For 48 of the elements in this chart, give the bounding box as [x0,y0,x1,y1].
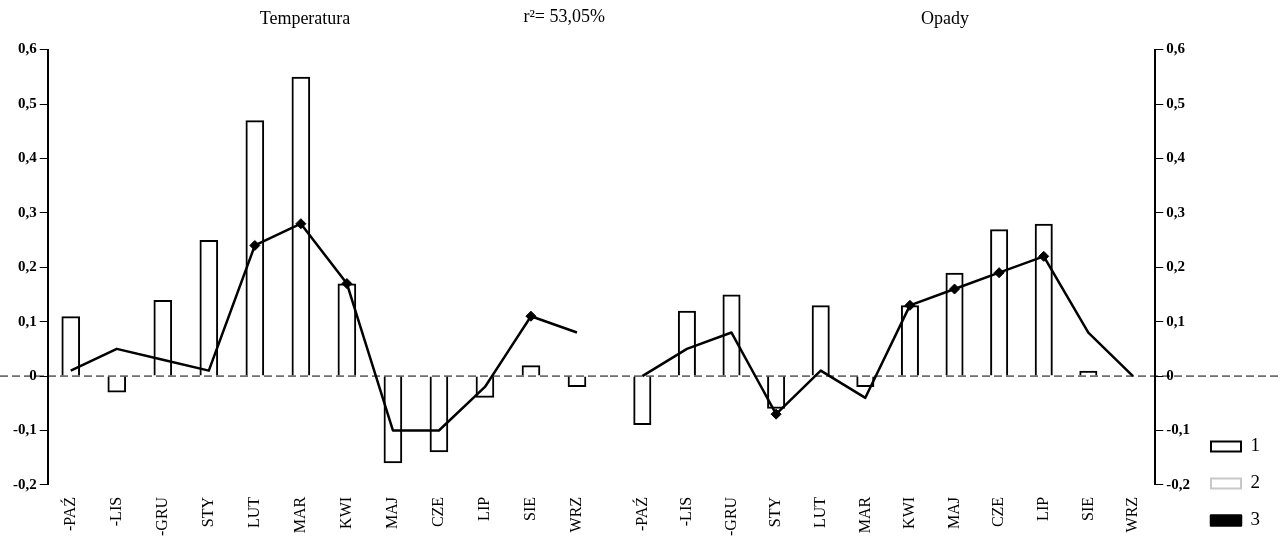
x-tick-label: -GRU [153,496,170,536]
y-tick-label: 0 [29,366,37,383]
y-tick-label: 0,2 [1166,258,1185,275]
x-tick-label: KWI [900,496,918,529]
y-tick-label: -0,1 [1166,421,1190,438]
x-tick-label: STY [199,496,217,528]
x-tick-label: CZE [429,496,447,528]
x-tick-label: LUT [245,496,263,528]
x-tick-label: LIP [1033,496,1051,521]
x-tick-label: WRZ [567,496,585,533]
x-tick-label: -LIS [106,496,124,527]
y-tick-label: 0,3 [18,203,37,220]
x-tick-label: KWI [337,496,355,529]
y-tick-label: 0,6 [18,40,38,57]
y-tick-label: -0,2 [1166,475,1190,492]
y-tick-label: -0,2 [13,475,37,492]
x-tick-label: -LIS [677,496,695,527]
y-tick-label: 0,5 [1166,94,1185,111]
x-tick-label: MAJ [944,496,962,529]
x-tick-label: MAJ [383,496,401,529]
y-tick-label: 0,1 [1166,312,1185,329]
y-tick-label: 0,3 [1166,203,1185,220]
x-tick-label: -PAŹ [631,496,650,531]
y-tick-label: 0,5 [18,94,37,111]
text: r²= 53,05% [523,5,605,26]
x-tick-label: LIP [475,496,493,521]
legend-label: 2 [1250,471,1260,493]
x-tick-label: -GRU [721,496,739,536]
y-tick-label: 0,4 [18,149,38,166]
x-tick-label: -PAŹ [59,496,78,531]
x-tick-label: STY [766,496,784,528]
legend-label: 1 [1250,434,1260,456]
y-tick-label: 0,4 [1166,149,1186,166]
x-tick-label: WRZ [1123,496,1141,533]
x-tick-label: SIE [1078,496,1096,521]
y-tick-label: 0,2 [18,258,37,275]
x-tick-label: MAR [855,496,873,534]
y-tick-label: 0,6 [1166,40,1186,57]
chart-title: Opady [921,7,969,28]
y-tick-label: 0 [1166,366,1174,383]
x-tick-label: LUT [810,496,828,528]
x-tick-label: MAR [291,496,309,534]
y-tick-label: 0,1 [18,312,37,329]
x-tick-label: CZE [989,496,1007,528]
chart-title: Temperatura [259,7,351,28]
legend-label: 3 [1250,508,1260,530]
x-tick-label: SIE [521,496,539,521]
y-tick-label: -0,1 [13,421,37,438]
